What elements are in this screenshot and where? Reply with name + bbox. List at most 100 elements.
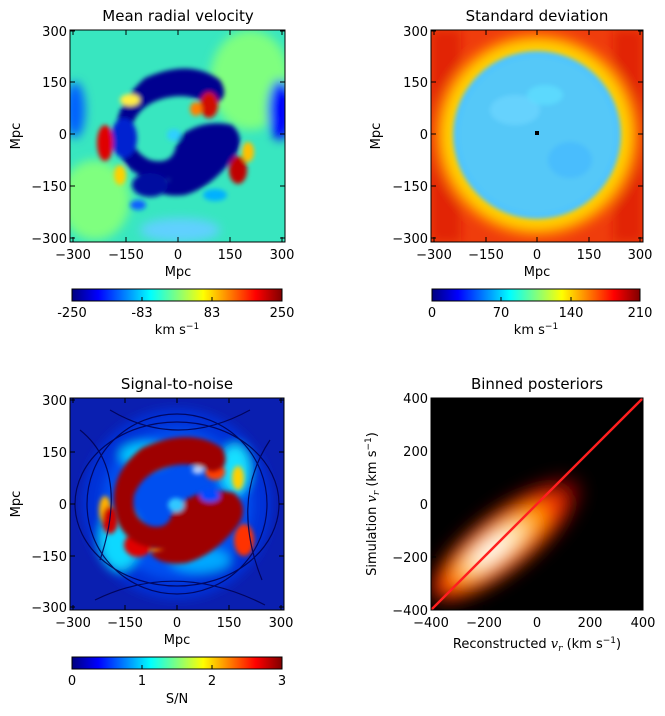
ytick-a-3: −150 [31, 180, 67, 195]
cbar-b-label: km s−1 [514, 322, 558, 338]
cbar-a-tick-3: 250 [270, 306, 295, 321]
xlabel-b: Mpc [524, 265, 551, 280]
ytick-a-1: 150 [42, 76, 67, 91]
xtick-d-4: 400 [631, 616, 656, 631]
xlabel-d-text: Reconstructed [453, 637, 547, 652]
xtick-a-0: −300 [55, 248, 91, 263]
ytick-b-2: 0 [420, 128, 428, 143]
ytick-c-4: −300 [31, 601, 67, 616]
colorbar-c: 0 1 2 3 S/N [68, 656, 286, 707]
ylabel-d-text: Simulation [365, 507, 380, 576]
xlabel-d-var: v [551, 637, 559, 652]
y-ticks-b [431, 30, 643, 239]
heatmap-signal-to-noise [70, 398, 284, 610]
ytick-d-2: 0 [420, 498, 428, 513]
xtick-d-2: 0 [533, 616, 541, 631]
title-b: Standard deviation [466, 7, 609, 25]
y-ticks-c [70, 399, 284, 608]
xlabel-d-unit-sup: −1 [603, 636, 616, 646]
ylabel-d: Simulation vr (km s−1) [364, 432, 382, 576]
cbar-c-label: S/N [166, 692, 188, 707]
xtick-b-1: −150 [468, 248, 504, 263]
xtick-a-1: −150 [108, 248, 144, 263]
cbar-a-label-sup: −1 [186, 322, 199, 332]
xtick-c-3: 150 [217, 616, 242, 631]
xtick-d-0: −400 [413, 616, 449, 631]
panel-signal-to-noise: Signal-to-noise [9, 375, 293, 707]
cbar-b-tick-1: 70 [493, 306, 510, 321]
panel-mean-radial-velocity: Mean radial velocity [9, 7, 294, 338]
ytick-a-0: 300 [42, 25, 67, 40]
ytick-d-1: 200 [403, 445, 428, 460]
ylabel-d-unit-sup: −1 [364, 437, 374, 450]
cbar-c-tick-2: 2 [208, 674, 216, 689]
ytick-a-2: 0 [59, 128, 67, 143]
cbar-a-tick-1: -83 [131, 306, 152, 321]
ytick-c-2: 0 [59, 498, 67, 513]
panel-standard-deviation: Standard deviation [369, 7, 652, 338]
title-c: Signal-to-noise [121, 375, 233, 393]
cbar-a-tick-0: -250 [57, 306, 87, 321]
ytick-b-4: −300 [392, 232, 428, 247]
ytick-c-0: 300 [42, 394, 67, 409]
heatmap-binned-posteriors [431, 398, 643, 610]
xtick-b-2: 0 [533, 248, 541, 263]
ylabel-d-close: ) [365, 432, 380, 437]
xtick-a-2: 0 [174, 248, 182, 263]
ylabel-b: Mpc [369, 123, 384, 150]
xtick-d-1: −200 [466, 616, 502, 631]
xtick-a-3: 150 [218, 248, 243, 263]
title-a: Mean radial velocity [102, 7, 254, 25]
ylabel-d-unit: (km s [365, 450, 380, 486]
xtick-b-3: 150 [577, 248, 602, 263]
center-marker-b [535, 131, 539, 135]
ytick-a-4: −300 [31, 232, 67, 247]
ylabel-c: Mpc [9, 491, 24, 518]
ylabel-d-sub: r [372, 490, 382, 495]
xlabel-d-sub: r [558, 644, 563, 654]
panel-binned-posteriors: Binned posteriors [364, 375, 655, 654]
y-ticks-d [431, 450, 643, 558]
cbar-b-tick-2: 140 [559, 306, 584, 321]
ylabel-a: Mpc [9, 123, 24, 150]
xlabel-d: Reconstructed vr (km s−1) [453, 636, 621, 654]
ylabel-d-var: v [365, 494, 380, 502]
ytick-d-3: −200 [392, 551, 428, 566]
ytick-d-0: 400 [403, 392, 428, 407]
ytick-b-0: 300 [403, 25, 428, 40]
cbar-b-label-sup: −1 [545, 322, 558, 332]
xtick-b-4: 300 [628, 248, 653, 263]
xtick-a-4: 300 [270, 248, 295, 263]
ytick-c-1: 150 [42, 446, 67, 461]
ytick-b-1: 150 [403, 76, 428, 91]
xlabel-a: Mpc [165, 265, 192, 280]
cbar-b-label-unit: km s [514, 323, 545, 338]
snr-core [113, 437, 243, 564]
xtick-c-2: 0 [173, 616, 181, 631]
xtick-c-0: −300 [55, 616, 91, 631]
xtick-d-3: 200 [578, 616, 603, 631]
xtick-b-0: −300 [416, 248, 452, 263]
colorbar-b: 0 70 140 210 km s−1 [428, 288, 653, 338]
heatmap-mean-radial-velocity [70, 30, 285, 242]
xlabel-c: Mpc [164, 633, 191, 648]
xlabel-d-unit: (km s [567, 637, 603, 652]
cbar-a-tick-2: 83 [204, 306, 221, 321]
xtick-c-1: −150 [107, 616, 143, 631]
heatmap-standard-deviation [431, 30, 643, 242]
y-ticks-a [70, 30, 285, 239]
cbar-c-tick-1: 1 [138, 674, 146, 689]
ytick-b-3: −150 [392, 180, 428, 195]
identity-line [431, 398, 643, 610]
x-ticks-d [430, 398, 644, 610]
cbar-a-label: km s−1 [155, 322, 199, 338]
cbar-a-label-unit: km s [155, 323, 186, 338]
cbar-b-tick-0: 0 [428, 306, 436, 321]
xlabel-d-close: ) [616, 637, 621, 652]
colorbar-a: -250 -83 83 250 km s−1 [57, 288, 295, 338]
cbar-b-tick-3: 210 [628, 306, 653, 321]
ytick-c-3: −150 [31, 550, 67, 565]
title-d: Binned posteriors [471, 375, 603, 393]
cbar-c-tick-0: 0 [68, 674, 76, 689]
